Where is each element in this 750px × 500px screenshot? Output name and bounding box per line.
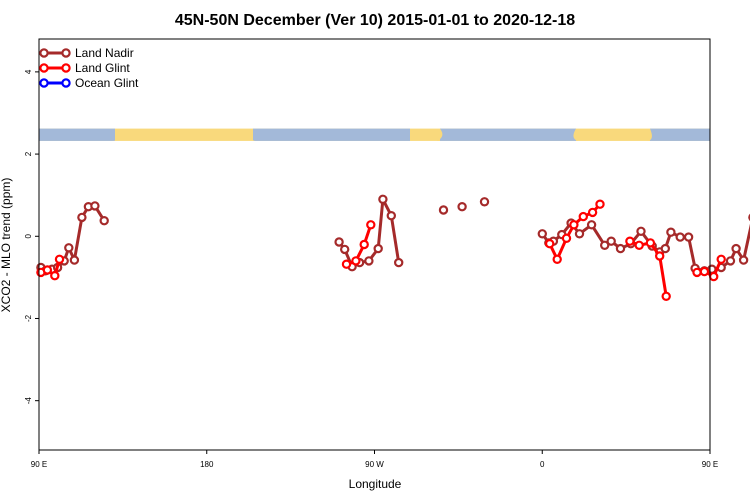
legend-marker-land-nadir	[39, 48, 49, 58]
data-point-land-nadir	[731, 243, 741, 254]
data-point-land-glint	[50, 271, 60, 281]
data-point-land-nadir	[666, 227, 676, 237]
data-point-land-nadir	[606, 236, 616, 246]
data-point-land-glint	[709, 271, 719, 282]
data-point-land-nadir	[615, 243, 626, 254]
data-point-land-nadir	[77, 212, 87, 223]
y-axis-label: XCO2 - MLO trend (ppm)	[0, 178, 13, 313]
legend-marker-ocean-glint	[39, 78, 49, 88]
data-point-land-nadir	[600, 240, 610, 250]
map-coastline	[437, 128, 443, 141]
map-coastline	[113, 128, 117, 141]
data-point-land-nadir	[725, 256, 736, 266]
map-coastline	[250, 128, 255, 141]
data-point-land-nadir	[586, 220, 597, 230]
x-tick-label: 90 E	[31, 460, 47, 469]
data-point-land-glint	[661, 291, 671, 301]
map-coastline	[573, 128, 578, 141]
data-point-land-nadir	[378, 194, 388, 204]
data-point-land-nadir	[675, 232, 685, 242]
data-point-land-glint	[595, 199, 605, 209]
map-ocean-band	[440, 128, 576, 141]
map-coastline	[647, 128, 652, 141]
data-point-land-glint	[655, 251, 665, 261]
data-point-land-glint	[561, 233, 572, 243]
x-tick-label: 180	[200, 460, 214, 469]
data-point-land-glint	[341, 259, 352, 269]
data-point-land-nadir	[340, 244, 350, 255]
x-tick-label: 90 W	[365, 460, 384, 469]
data-point-land-nadir	[394, 257, 404, 268]
legend-marker-ocean-glint	[61, 78, 71, 88]
data-point-land-glint	[578, 211, 589, 222]
chart-title: 45N-50N December (Ver 10) 2015-01-01 to …	[175, 12, 575, 29]
series-line-land-glint	[346, 224, 373, 266]
data-series	[36, 194, 750, 301]
x-axis: 90 E 180 90 W 0 90 E	[31, 450, 718, 469]
data-point-land-nadir	[373, 243, 383, 254]
data-point-land-nadir	[636, 226, 646, 236]
data-point-land-glint	[545, 238, 555, 249]
data-point-land-nadir	[438, 205, 449, 215]
y-tick-label: -4	[24, 397, 33, 405]
data-point-land-glint	[634, 240, 644, 250]
data-point-land-nadir	[69, 255, 80, 265]
y-axis: -4 -2 0 2 4	[24, 69, 39, 404]
data-point-land-nadir	[738, 255, 749, 265]
data-point-land-nadir	[574, 229, 585, 239]
y-tick-label: 2	[24, 151, 33, 156]
legend-label-land-glint: Land Glint	[75, 61, 130, 75]
y-tick-label: 4	[24, 69, 33, 74]
data-point-land-nadir	[457, 201, 467, 212]
x-axis-label: Longitude	[349, 477, 402, 491]
legend-marker-land-glint	[61, 63, 71, 73]
data-point-land-glint	[645, 238, 656, 248]
x-tick-label: 0	[540, 460, 545, 469]
data-point-land-glint	[552, 254, 562, 264]
map-ocean-band	[39, 128, 115, 141]
data-point-land-glint	[54, 254, 65, 264]
data-point-land-nadir	[99, 215, 109, 226]
data-point-land-glint	[366, 220, 376, 230]
data-point-land-nadir	[334, 237, 344, 247]
y-tick-label: -2	[24, 314, 33, 322]
data-point-land-glint	[587, 207, 598, 218]
data-point-land-glint	[351, 256, 361, 266]
data-point-land-glint	[692, 267, 702, 278]
x-tick-label: 90 E	[702, 460, 718, 469]
legend-marker-land-nadir	[61, 48, 71, 58]
data-point-land-nadir	[386, 210, 396, 221]
data-point-land-nadir	[64, 243, 74, 253]
data-point-land-glint	[569, 220, 579, 230]
data-point-land-nadir	[660, 243, 671, 254]
data-point-land-glint	[625, 236, 635, 246]
data-point-land-nadir	[537, 229, 548, 239]
data-point-land-glint	[359, 239, 369, 250]
data-point-land-nadir	[479, 197, 490, 207]
data-point-land-nadir	[90, 201, 100, 211]
data-point-land-glint	[42, 265, 53, 275]
map-ocean-band	[253, 128, 410, 141]
data-point-land-nadir	[683, 232, 694, 242]
legend-label-land-nadir: Land Nadir	[75, 46, 134, 60]
map-ocean-band	[650, 128, 710, 141]
legend-marker-land-glint	[39, 63, 49, 73]
world-map-strip	[39, 128, 710, 141]
data-point-land-glint	[716, 254, 726, 264]
data-point-land-glint	[699, 266, 710, 277]
y-tick-label: 0	[24, 234, 33, 239]
legend-label-ocean-glint: Ocean Glint	[75, 76, 139, 90]
data-point-land-nadir	[364, 256, 374, 266]
